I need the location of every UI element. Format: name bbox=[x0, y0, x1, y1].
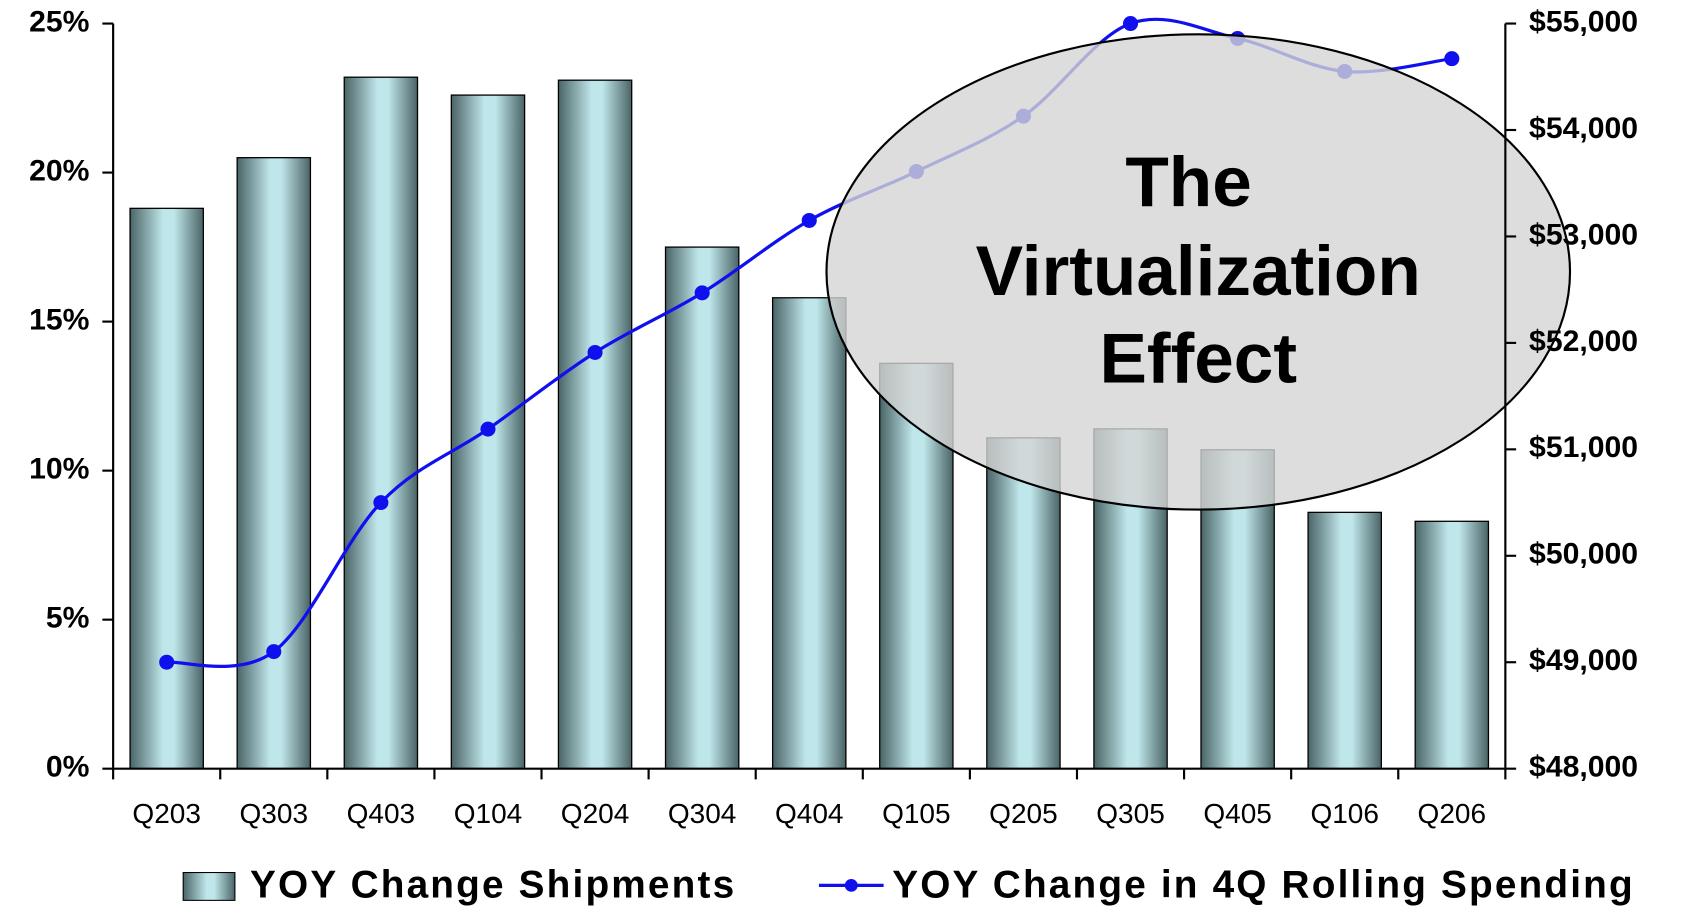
legend-label: YOY Change in 4Q Rolling Spending bbox=[892, 864, 1635, 907]
bar bbox=[236, 157, 312, 770]
annotation-line: Virtualization bbox=[976, 232, 1421, 311]
line-point bbox=[801, 212, 817, 228]
y2-tick-label: $55,000 bbox=[1529, 6, 1638, 39]
line-point bbox=[1122, 16, 1139, 32]
x-tick-label: Q304 bbox=[668, 798, 737, 829]
x-tick-label: Q204 bbox=[561, 798, 630, 829]
line-point bbox=[266, 644, 282, 660]
axes: 0% 5% 10% 15% 20% 25% $48,000 $49,000 $50,000 $51… bbox=[29, 6, 1638, 830]
bar bbox=[343, 76, 419, 770]
x-tick-label: Q404 bbox=[775, 798, 844, 829]
y-tick-label: 5% bbox=[46, 602, 90, 635]
line-point bbox=[1444, 51, 1460, 67]
x-tick-label: Q203 bbox=[132, 798, 201, 829]
x-tick-label: Q104 bbox=[454, 798, 523, 829]
line-point bbox=[694, 285, 710, 301]
legend-swatch bbox=[844, 878, 858, 892]
legend-label: YOY Change Shipments bbox=[250, 864, 736, 907]
x-tick-label: Q405 bbox=[1203, 798, 1272, 829]
bar bbox=[771, 297, 847, 770]
x-tick-label: Q403 bbox=[347, 798, 416, 829]
y2-tick-label: $50,000 bbox=[1529, 538, 1638, 571]
y2-tick-label: $54,000 bbox=[1529, 112, 1638, 145]
line-point bbox=[587, 344, 603, 360]
annotation-line: Effect bbox=[1099, 320, 1297, 399]
line-point bbox=[480, 421, 496, 437]
annotation-ellipse bbox=[825, 33, 1572, 511]
bar bbox=[1414, 520, 1490, 770]
bar bbox=[129, 207, 204, 770]
line-point bbox=[373, 495, 389, 511]
bars bbox=[129, 76, 1490, 770]
x-tick-label: Q106 bbox=[1310, 798, 1379, 829]
y2-tick-label: $51,000 bbox=[1529, 431, 1638, 464]
y-tick-label: 10% bbox=[29, 453, 89, 486]
line-point bbox=[159, 654, 175, 670]
x-tick-label: Q105 bbox=[882, 798, 951, 829]
y2-tick-label: $48,000 bbox=[1529, 751, 1638, 784]
bar bbox=[1307, 511, 1383, 770]
y-tick-label: 20% bbox=[29, 155, 89, 188]
y-tick-label: 0% bbox=[46, 751, 90, 784]
x-tick-label: Q206 bbox=[1418, 798, 1487, 829]
x-tick-label: Q205 bbox=[989, 798, 1058, 829]
x-tick-label: Q305 bbox=[1096, 798, 1165, 829]
x-tick-label: Q303 bbox=[240, 798, 309, 829]
bar bbox=[557, 79, 633, 770]
y2-tick-label: $49,000 bbox=[1529, 644, 1638, 677]
y-tick-label: 15% bbox=[29, 304, 89, 337]
y-tick-label: 25% bbox=[29, 6, 89, 39]
y2-tick-label: $52,000 bbox=[1529, 325, 1638, 358]
legend-swatch bbox=[182, 871, 236, 901]
bar bbox=[664, 246, 740, 770]
y2-tick-label: $53,000 bbox=[1529, 218, 1638, 251]
annotation-line: The bbox=[1125, 143, 1251, 222]
